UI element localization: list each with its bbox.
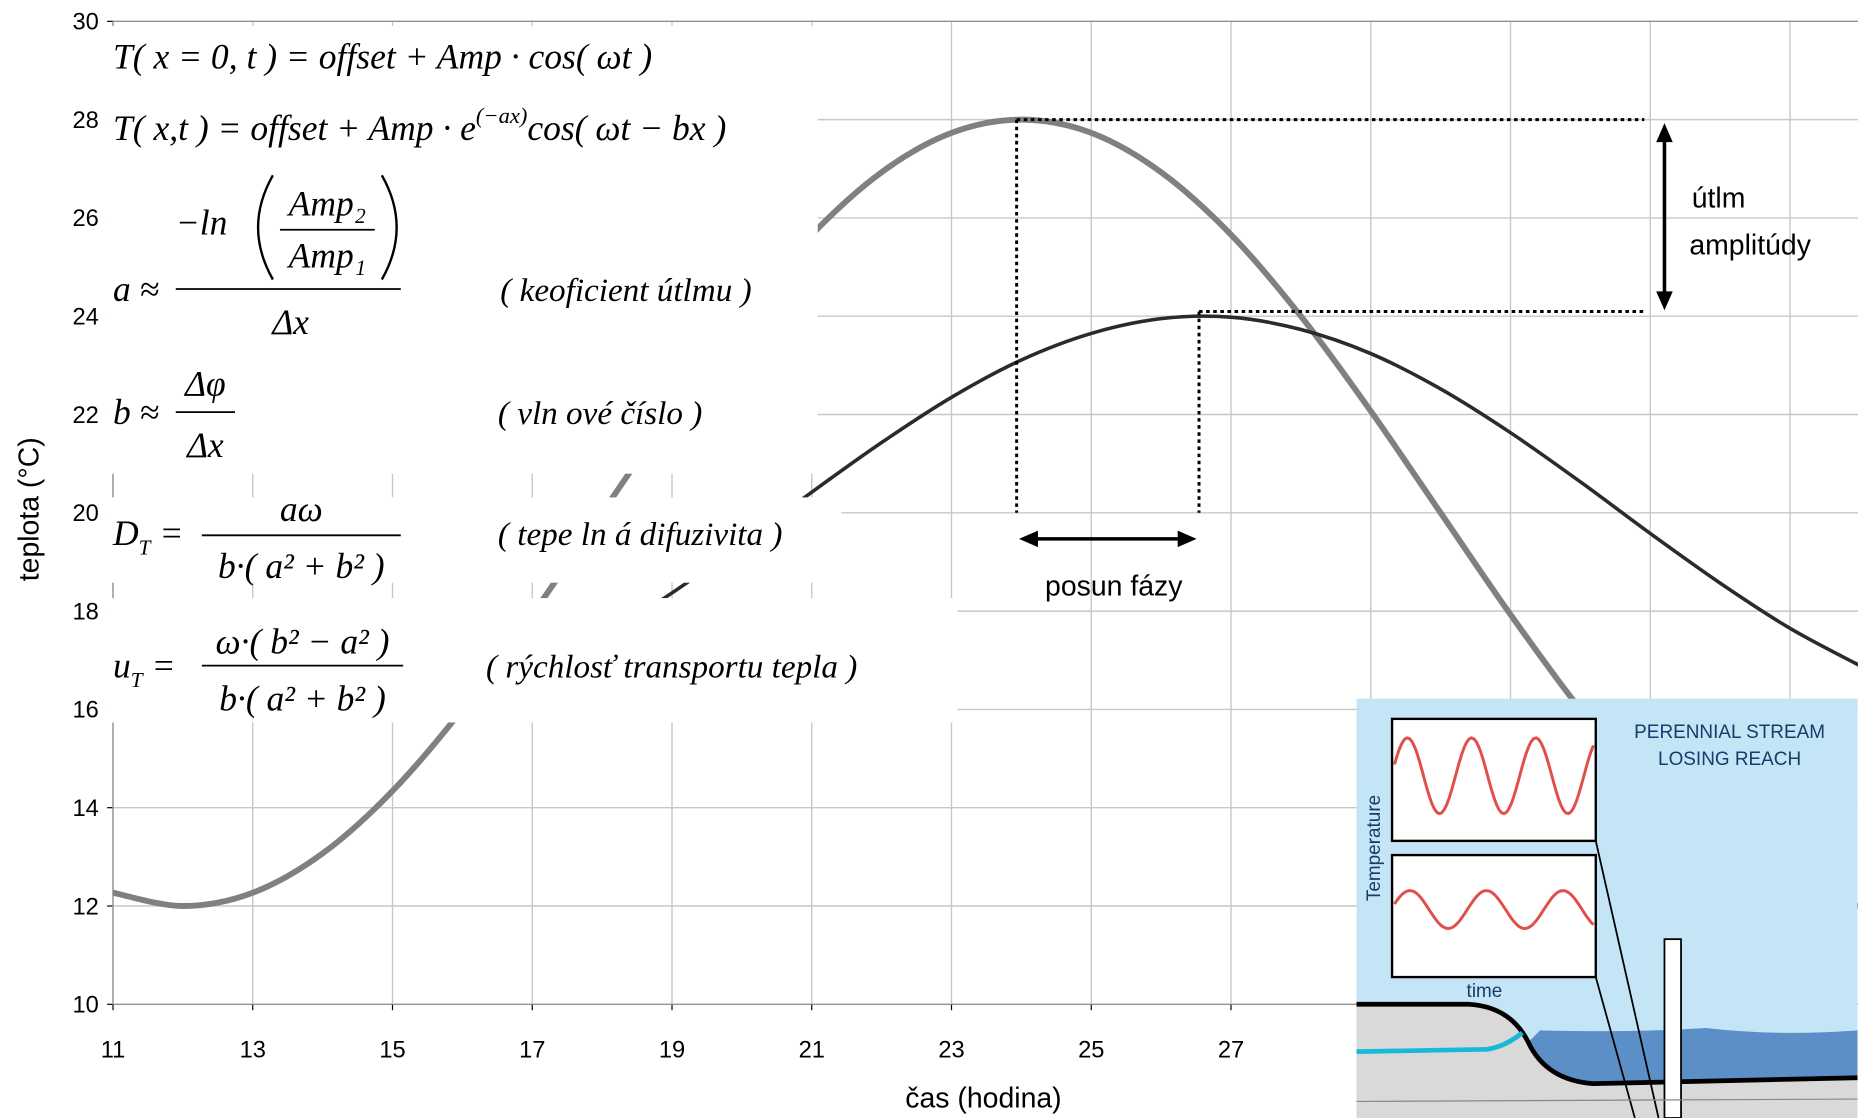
formula-part: D bbox=[112, 513, 139, 553]
y-tick-label: 20 bbox=[72, 501, 98, 527]
arrows bbox=[1019, 123, 1673, 548]
formula: T( x = 0, t ) = offset + Amp · cos( ωt ) bbox=[113, 37, 652, 77]
formula-box bbox=[107, 598, 958, 723]
formula-note: ( vln ové číslo ) bbox=[498, 395, 702, 432]
inset-title: LOSING REACH bbox=[1658, 749, 1801, 770]
formula-part: cos( ωt − bx ) bbox=[527, 108, 726, 148]
formula-lhs: b ≈ bbox=[113, 392, 159, 432]
y-tick-label: 16 bbox=[72, 698, 98, 724]
formula-sub: T bbox=[131, 668, 145, 692]
y-tick-label: 30 bbox=[72, 10, 98, 36]
inset-title: PERENNIAL STREAM bbox=[1634, 722, 1825, 743]
y-tick-label: 26 bbox=[72, 206, 98, 232]
formula-part: T( x,t ) = offset + Amp · e bbox=[113, 108, 476, 148]
formula-part: Δx bbox=[270, 302, 309, 342]
formula-sub: T bbox=[139, 535, 153, 559]
stream-bed bbox=[1356, 1001, 1858, 1087]
y-tick-label: 12 bbox=[72, 894, 98, 920]
x-tick-label: 25 bbox=[1078, 1038, 1104, 1064]
formula-note: ( keoficient útlmu ) bbox=[500, 272, 751, 309]
leader bbox=[1594, 976, 1636, 1118]
x-tick-label: 11 bbox=[101, 1038, 126, 1064]
arrow-head bbox=[1656, 123, 1673, 311]
arrow-head bbox=[1019, 530, 1197, 548]
inset-y-label: Temperature bbox=[1364, 795, 1385, 901]
formula-panel: T( x = 0, t ) = offset + Amp · cos( ωt )… bbox=[107, 26, 958, 723]
y-tick-label: 18 bbox=[72, 599, 98, 625]
x-tick-label: 19 bbox=[659, 1038, 685, 1064]
inset-wave bbox=[1393, 736, 1595, 816]
y-tick-label: 10 bbox=[72, 993, 98, 1019]
x-axis-label: čas (hodina) bbox=[905, 1082, 1061, 1114]
formula-box bbox=[107, 26, 818, 474]
formula-part: Δx bbox=[185, 425, 224, 465]
inset-panel bbox=[1390, 717, 1597, 843]
formula-part: Δφ bbox=[183, 364, 226, 404]
formula-part: Amp₂ bbox=[287, 184, 366, 224]
formula-box bbox=[107, 497, 842, 583]
formula-part: aω bbox=[280, 489, 323, 529]
water-table bbox=[1356, 1030, 1524, 1055]
x-tick-label: 15 bbox=[379, 1038, 405, 1064]
strata bbox=[1356, 1098, 1858, 1103]
annotation: amplitúdy bbox=[1689, 230, 1811, 262]
inset-wave bbox=[1393, 889, 1595, 930]
formula-lhs: DT = bbox=[112, 513, 183, 559]
x-tick-label: 23 bbox=[938, 1038, 964, 1064]
y-axis-label: teplota (°C) bbox=[13, 437, 45, 581]
annotation: posun fázy bbox=[1045, 571, 1183, 603]
formula-lhs: uT = bbox=[113, 645, 175, 691]
inset-panel bbox=[1390, 853, 1597, 979]
x-tick-label: 17 bbox=[519, 1038, 545, 1064]
formula-part: −ln bbox=[176, 202, 228, 242]
formula-note: ( tepe ln á difuzivita ) bbox=[498, 516, 783, 553]
annotations bbox=[1015, 118, 1645, 513]
formula: T( x,t ) = offset + Amp · e(−ax)cos( ωt … bbox=[113, 103, 726, 148]
formula-part: ω·( b² − a² ) bbox=[216, 622, 390, 662]
formula-part: = bbox=[151, 513, 184, 553]
formula-lhs: a ≈ bbox=[113, 269, 159, 309]
ground bbox=[1356, 1004, 1858, 1118]
formula-part: b·( a² + b² ) bbox=[219, 679, 386, 719]
x-tick-label: 13 bbox=[240, 1038, 266, 1064]
inset-x-label: time bbox=[1467, 981, 1503, 1002]
formula-note: ( rýchlosť transportu tepla ) bbox=[486, 648, 857, 685]
x-tick-label: 21 bbox=[799, 1038, 825, 1064]
leader bbox=[1594, 840, 1660, 1118]
paren bbox=[257, 174, 398, 281]
stream-water bbox=[1528, 1027, 1858, 1084]
formula-part: Amp₁ bbox=[287, 236, 366, 276]
y-tick-label: 28 bbox=[72, 108, 98, 134]
inset: PERENNIAL STREAM LOSING REACH Temperatur… bbox=[1356, 698, 1858, 1118]
well bbox=[1663, 938, 1682, 1118]
y-tick-label: 14 bbox=[72, 796, 98, 822]
formula-sup: (−ax) bbox=[476, 103, 527, 128]
line-series bbox=[112, 116, 1858, 909]
x-tick-label: 27 bbox=[1218, 1038, 1244, 1064]
annotation: útlm bbox=[1692, 182, 1746, 214]
formula-part: u bbox=[113, 645, 131, 685]
y-tick-label: 22 bbox=[72, 403, 98, 429]
formula-part: = bbox=[143, 645, 176, 685]
y-tick-label: 24 bbox=[72, 305, 98, 331]
formula-part: b·( a² + b² ) bbox=[218, 546, 385, 586]
